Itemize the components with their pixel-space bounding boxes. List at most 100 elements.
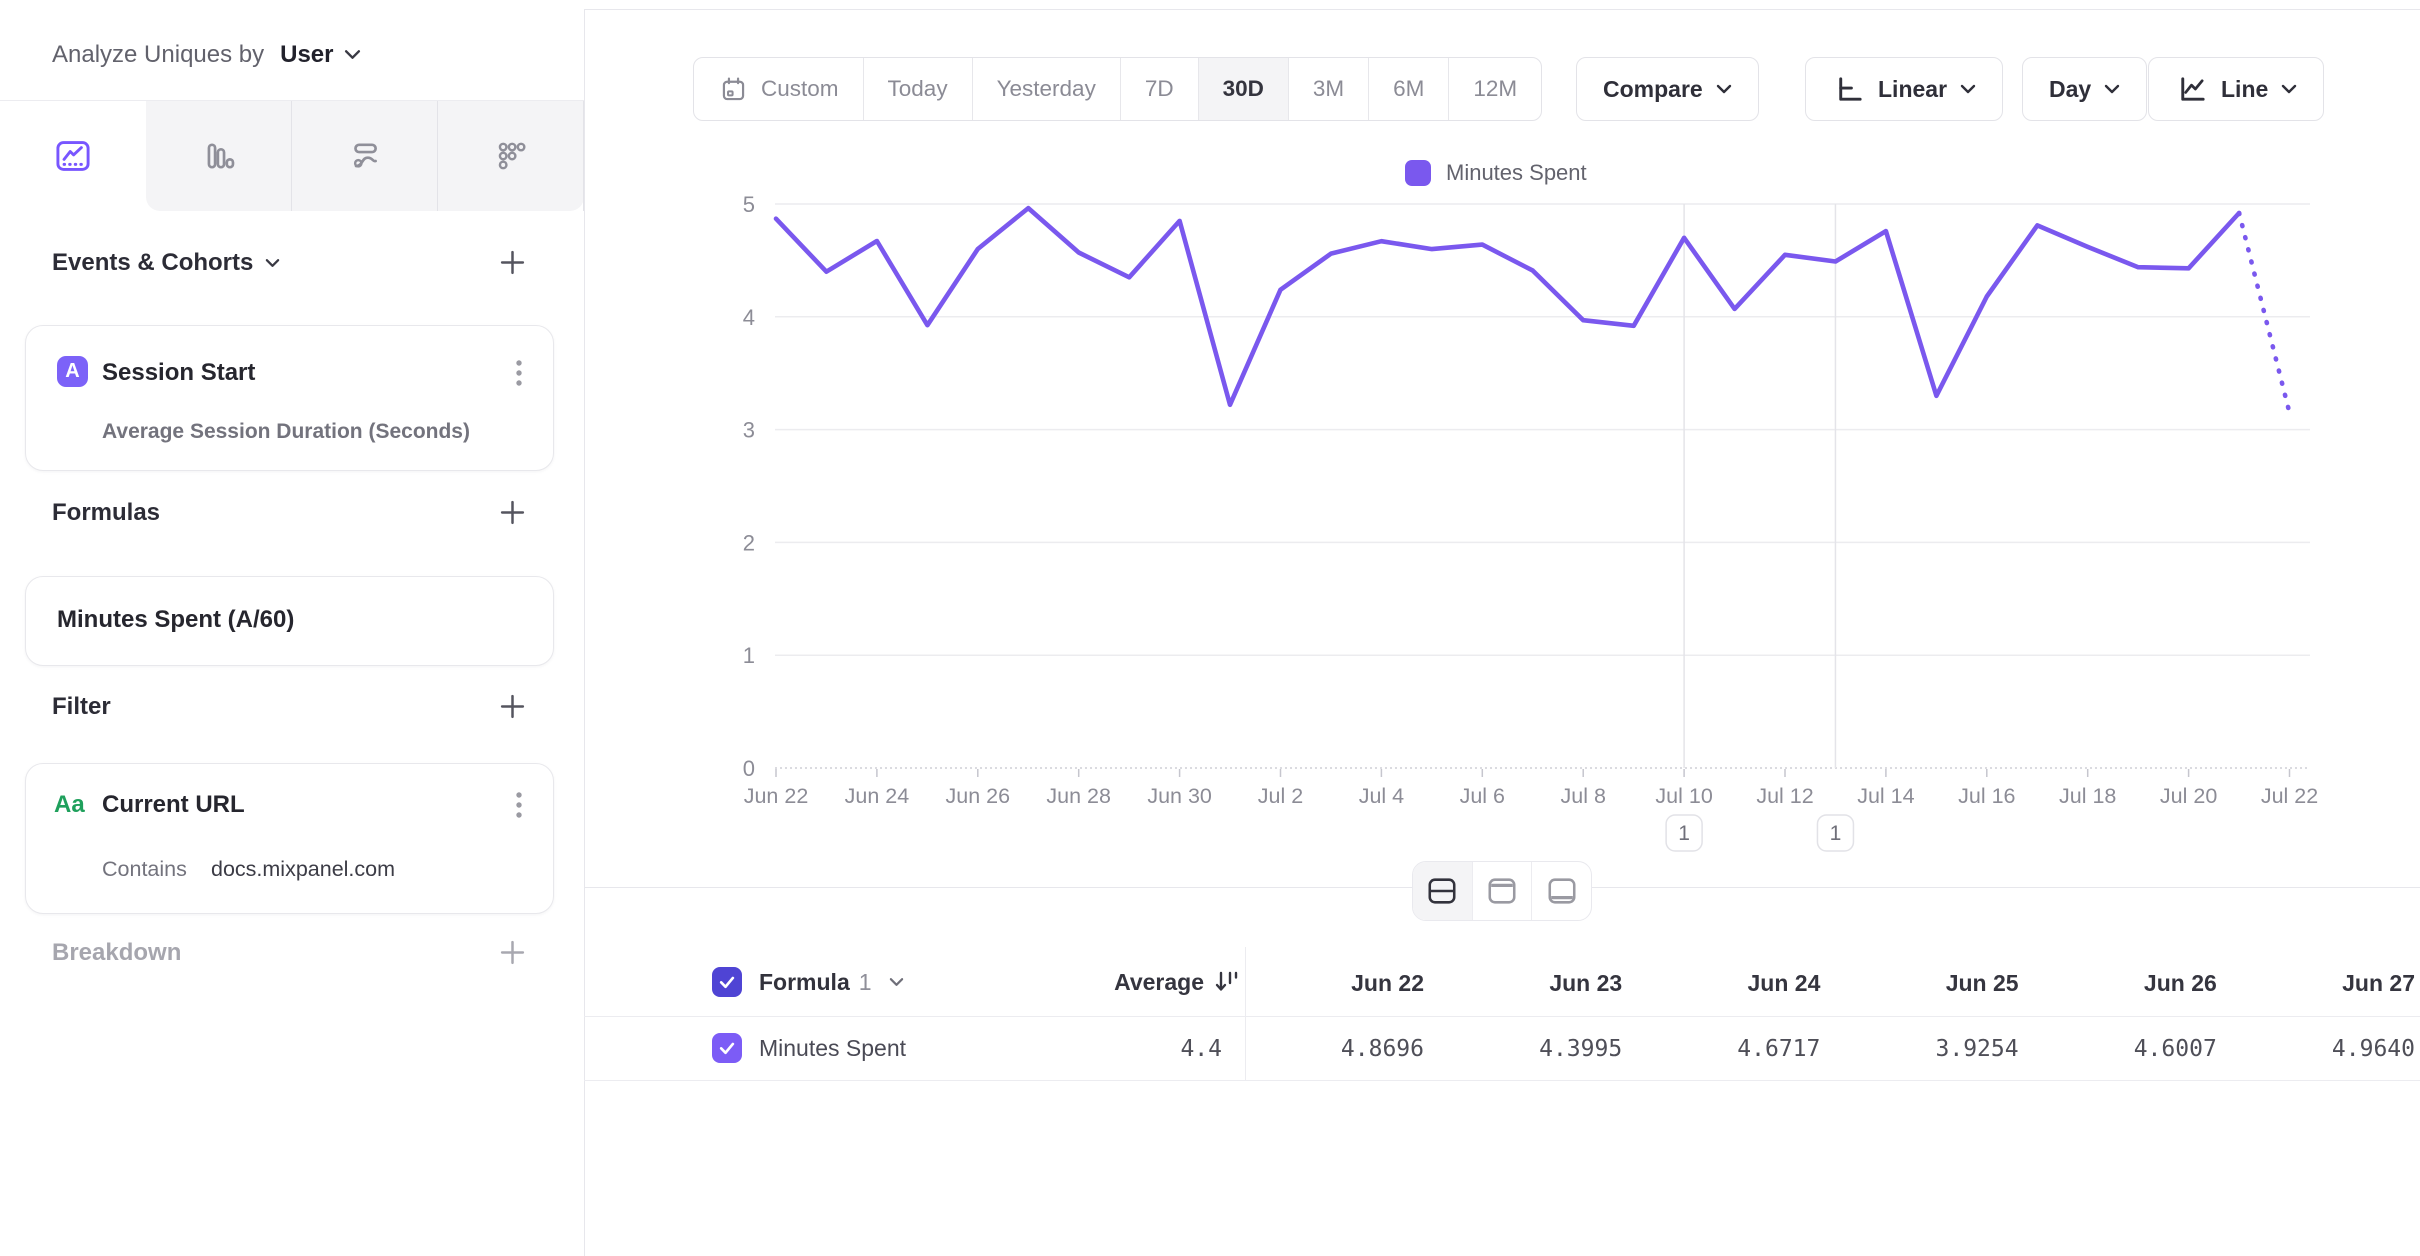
x-axis-label: Jun 22 bbox=[744, 784, 809, 808]
x-axis-label: Jun 30 bbox=[1147, 784, 1212, 808]
date-range-yesterday[interactable]: Yesterday bbox=[973, 58, 1121, 120]
scale-selector-button[interactable]: Linear bbox=[1805, 57, 2004, 121]
date-range-7d[interactable]: 7D bbox=[1121, 58, 1199, 120]
x-axis-label: Jul 16 bbox=[1958, 784, 2015, 808]
average-header-label: Average bbox=[1114, 968, 1204, 995]
line-type-icon bbox=[2181, 76, 2205, 101]
chevron-down-icon bbox=[2282, 84, 2297, 94]
table-only-view-button[interactable] bbox=[1532, 862, 1591, 920]
interval-label: Day bbox=[2049, 75, 2092, 102]
event-card-session-start[interactable]: A Session Start Average Session Duration… bbox=[25, 325, 554, 471]
date-range-6m[interactable]: 6M bbox=[1369, 58, 1450, 120]
table-header-average[interactable]: Average bbox=[1000, 966, 1240, 998]
date-range-12m[interactable]: 12M bbox=[1473, 76, 1518, 101]
date-column-header[interactable]: Jun 22 bbox=[1351, 970, 1424, 996]
x-axis-label: Jul 10 bbox=[1655, 784, 1712, 808]
query-builder-sidebar: Analyze Uniques by User bbox=[0, 9, 585, 1256]
analyze-uniques-row[interactable]: Analyze Uniques by User bbox=[52, 9, 361, 100]
x-axis-label: Jul 2 bbox=[1258, 784, 1303, 808]
x-axis-label: Jul 6 bbox=[1460, 784, 1505, 808]
date-range-today[interactable]: Today bbox=[864, 58, 973, 120]
legend-label: Minutes Spent bbox=[1446, 160, 1587, 185]
analyze-uniques-value[interactable]: User bbox=[280, 40, 334, 68]
date-cell-value: 4.3995 bbox=[1539, 1036, 1623, 1062]
flows-tab[interactable] bbox=[292, 101, 438, 211]
kebab-menu-icon[interactable] bbox=[514, 358, 524, 390]
compare-button[interactable]: Compare bbox=[1576, 57, 1759, 121]
date-cell-value: 4.6007 bbox=[2133, 1036, 2217, 1062]
chart-only-view-button[interactable] bbox=[1473, 862, 1533, 920]
filter-heading: Filter bbox=[52, 693, 111, 721]
chart-type-selector-button[interactable]: Line bbox=[2148, 57, 2325, 121]
date-column-header[interactable]: Jun 24 bbox=[1747, 970, 1821, 996]
breakdown-title: Breakdown bbox=[52, 939, 182, 966]
formulas-title: Formulas bbox=[52, 499, 161, 526]
add-formula-button[interactable] bbox=[497, 497, 527, 527]
add-breakdown-button[interactable] bbox=[497, 937, 527, 967]
date-column-header[interactable]: Jun 25 bbox=[1945, 970, 2019, 996]
insights-line-tab[interactable] bbox=[0, 101, 146, 211]
split-view-button[interactable] bbox=[1413, 862, 1473, 920]
check-icon bbox=[719, 1042, 735, 1055]
date-column-header[interactable]: Jun 26 bbox=[2143, 970, 2217, 996]
filter-title: Filter bbox=[52, 693, 111, 720]
y-axis-label: 0 bbox=[743, 756, 755, 781]
chart-legend[interactable]: Minutes Spent bbox=[1405, 160, 1587, 186]
table-column-divider bbox=[1245, 947, 1246, 1080]
filter-value[interactable]: docs.mixpanel.com bbox=[211, 857, 396, 881]
formula-card-title[interactable]: Minutes Spent (A/60) bbox=[57, 606, 295, 633]
events-cohorts-heading[interactable]: Events & Cohorts bbox=[52, 249, 280, 277]
split-view-icon bbox=[1428, 878, 1456, 904]
x-axis-label: Jul 12 bbox=[1756, 784, 1813, 808]
filter-card-title[interactable]: Current URL bbox=[102, 791, 245, 818]
x-axis-label: Jun 24 bbox=[845, 784, 910, 808]
legend-swatch bbox=[1405, 160, 1431, 186]
event-letter-badge: A bbox=[57, 356, 88, 387]
event-card-title[interactable]: Session Start bbox=[102, 359, 256, 386]
add-event-button[interactable] bbox=[497, 247, 527, 277]
sort-icon[interactable] bbox=[1214, 969, 1240, 995]
date-range-control: Custom Today Yesterday 7D 30D 3M 6M 12M bbox=[693, 57, 1543, 121]
chart-type-tabs bbox=[0, 101, 584, 211]
interval-selector-button[interactable]: Day bbox=[2022, 57, 2148, 121]
formula-header-label[interactable]: Formula bbox=[759, 968, 850, 995]
filter-operator[interactable]: Contains bbox=[102, 857, 187, 881]
retention-tab[interactable] bbox=[438, 101, 584, 211]
x-axis-label: Jul 4 bbox=[1359, 784, 1404, 808]
add-filter-button[interactable] bbox=[497, 691, 527, 721]
date-range-custom[interactable]: Custom bbox=[694, 58, 864, 120]
formula-card[interactable]: Minutes Spent (A/60) bbox=[25, 576, 554, 666]
chevron-down-icon bbox=[1960, 84, 1976, 94]
bar-chart-icon bbox=[207, 143, 235, 169]
series-line-solid[interactable] bbox=[773, 205, 2242, 408]
breakdown-heading: Breakdown bbox=[52, 939, 181, 967]
analyze-uniques-label: Analyze Uniques by bbox=[52, 40, 265, 68]
date-cell-value: 4.6717 bbox=[1737, 1036, 1821, 1062]
date-column-header[interactable]: Jun 23 bbox=[1549, 970, 1623, 996]
formula-checkbox[interactable] bbox=[712, 967, 742, 997]
chevron-down-icon[interactable] bbox=[889, 977, 904, 987]
annotation-chip[interactable] bbox=[1665, 814, 1703, 852]
bar-chart-tab[interactable] bbox=[146, 101, 292, 211]
linear-scale-icon bbox=[1839, 76, 1862, 101]
x-axis-label: Jul 20 bbox=[2160, 784, 2217, 808]
series-line-dashed-projection[interactable] bbox=[2236, 210, 2292, 415]
date-column-header[interactable]: Jun 27 bbox=[2342, 970, 2415, 996]
chart-type-label: Line bbox=[2221, 75, 2269, 102]
tab-divider bbox=[583, 101, 584, 211]
y-axis-label: 5 bbox=[743, 195, 755, 217]
average-value: 4.4 bbox=[1180, 1036, 1222, 1062]
annotation-chip[interactable] bbox=[1816, 814, 1855, 852]
event-aggregation-label[interactable]: Average Session Duration (Seconds) bbox=[102, 420, 470, 443]
table-row-minutes-spent[interactable]: Minutes Spent bbox=[712, 1032, 906, 1064]
kebab-menu-icon[interactable] bbox=[514, 790, 524, 822]
table-only-view-icon bbox=[1548, 878, 1576, 904]
chevron-down-icon bbox=[2105, 84, 2120, 94]
filter-card-current-url[interactable]: Aa Current URL Contains docs.mixpanel.co… bbox=[25, 763, 554, 914]
date-range-3m[interactable]: 3M bbox=[1289, 58, 1370, 120]
line-chart[interactable]: 0 1 2 3 4 5 Jun 22 Jun 24 Jun 26 Jun 28 Jun 30 Jul … bbox=[584, 195, 2420, 870]
annotation-chip-label: 1 bbox=[1830, 822, 1842, 845]
annotation-chip-label: 1 bbox=[1678, 822, 1690, 845]
series-checkbox[interactable] bbox=[712, 1033, 742, 1063]
date-range-30d[interactable]: 30D bbox=[1198, 58, 1289, 120]
